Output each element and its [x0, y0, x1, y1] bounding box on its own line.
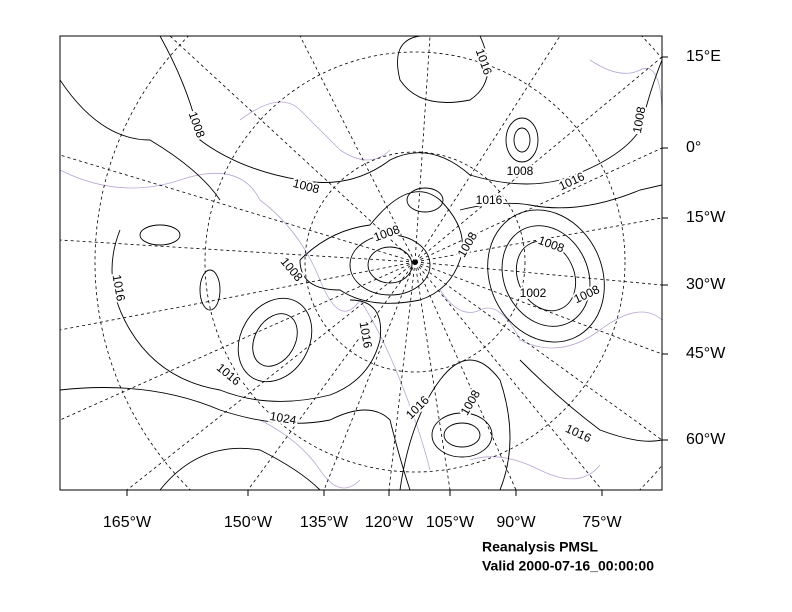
x-tick-label: 165°W	[103, 514, 152, 531]
y-tick-label: 0°	[686, 139, 701, 156]
contour-label: 1008	[292, 176, 322, 197]
x-tick-label: 135°W	[300, 514, 349, 531]
contour-label: 1024	[269, 409, 298, 427]
contour-label: 1016	[214, 360, 244, 388]
y-tick-label: 60°W	[686, 431, 726, 448]
contour-label: 1016	[563, 421, 593, 445]
y-tick-label: 45°W	[686, 345, 726, 362]
contour-label: 1016	[476, 193, 503, 207]
x-tick-label: 90°W	[496, 514, 536, 531]
contour-label: 1008	[372, 222, 402, 244]
contour-label: 1008	[278, 255, 306, 285]
contour-label: 1016	[403, 393, 432, 422]
graticule	[60, 36, 662, 490]
contour-label: 1008	[186, 110, 208, 140]
y-tick-label: 30°W	[686, 276, 726, 293]
x-tick-label: 150°W	[224, 514, 273, 531]
caption-valid: Valid 2000-07-16_00:00:00	[482, 558, 654, 574]
contour-label: 1016	[357, 320, 375, 349]
contour-label: 1008	[630, 105, 648, 134]
map-frame	[59, 35, 663, 491]
contour-label: 1008	[507, 164, 534, 178]
x-tick-label: 105°W	[426, 514, 475, 531]
map-area	[60, 36, 662, 490]
isobars	[60, 36, 662, 490]
contour-label: 1016	[473, 47, 495, 77]
caption-title: Reanalysis PMSL	[482, 539, 598, 555]
contour-label: 1016	[110, 273, 128, 302]
x-tick-label: 75°W	[582, 514, 622, 531]
coastlines	[60, 59, 662, 489]
contour-label: 1016	[557, 169, 587, 193]
y-tick-label: 15°E	[686, 48, 721, 65]
y-tick-label: 15°W	[686, 209, 726, 226]
contour-label: 1008	[458, 387, 484, 417]
contour-label: 1002	[520, 286, 547, 300]
contour-label: 1008	[536, 233, 566, 255]
x-tick-label: 120°W	[365, 514, 414, 531]
